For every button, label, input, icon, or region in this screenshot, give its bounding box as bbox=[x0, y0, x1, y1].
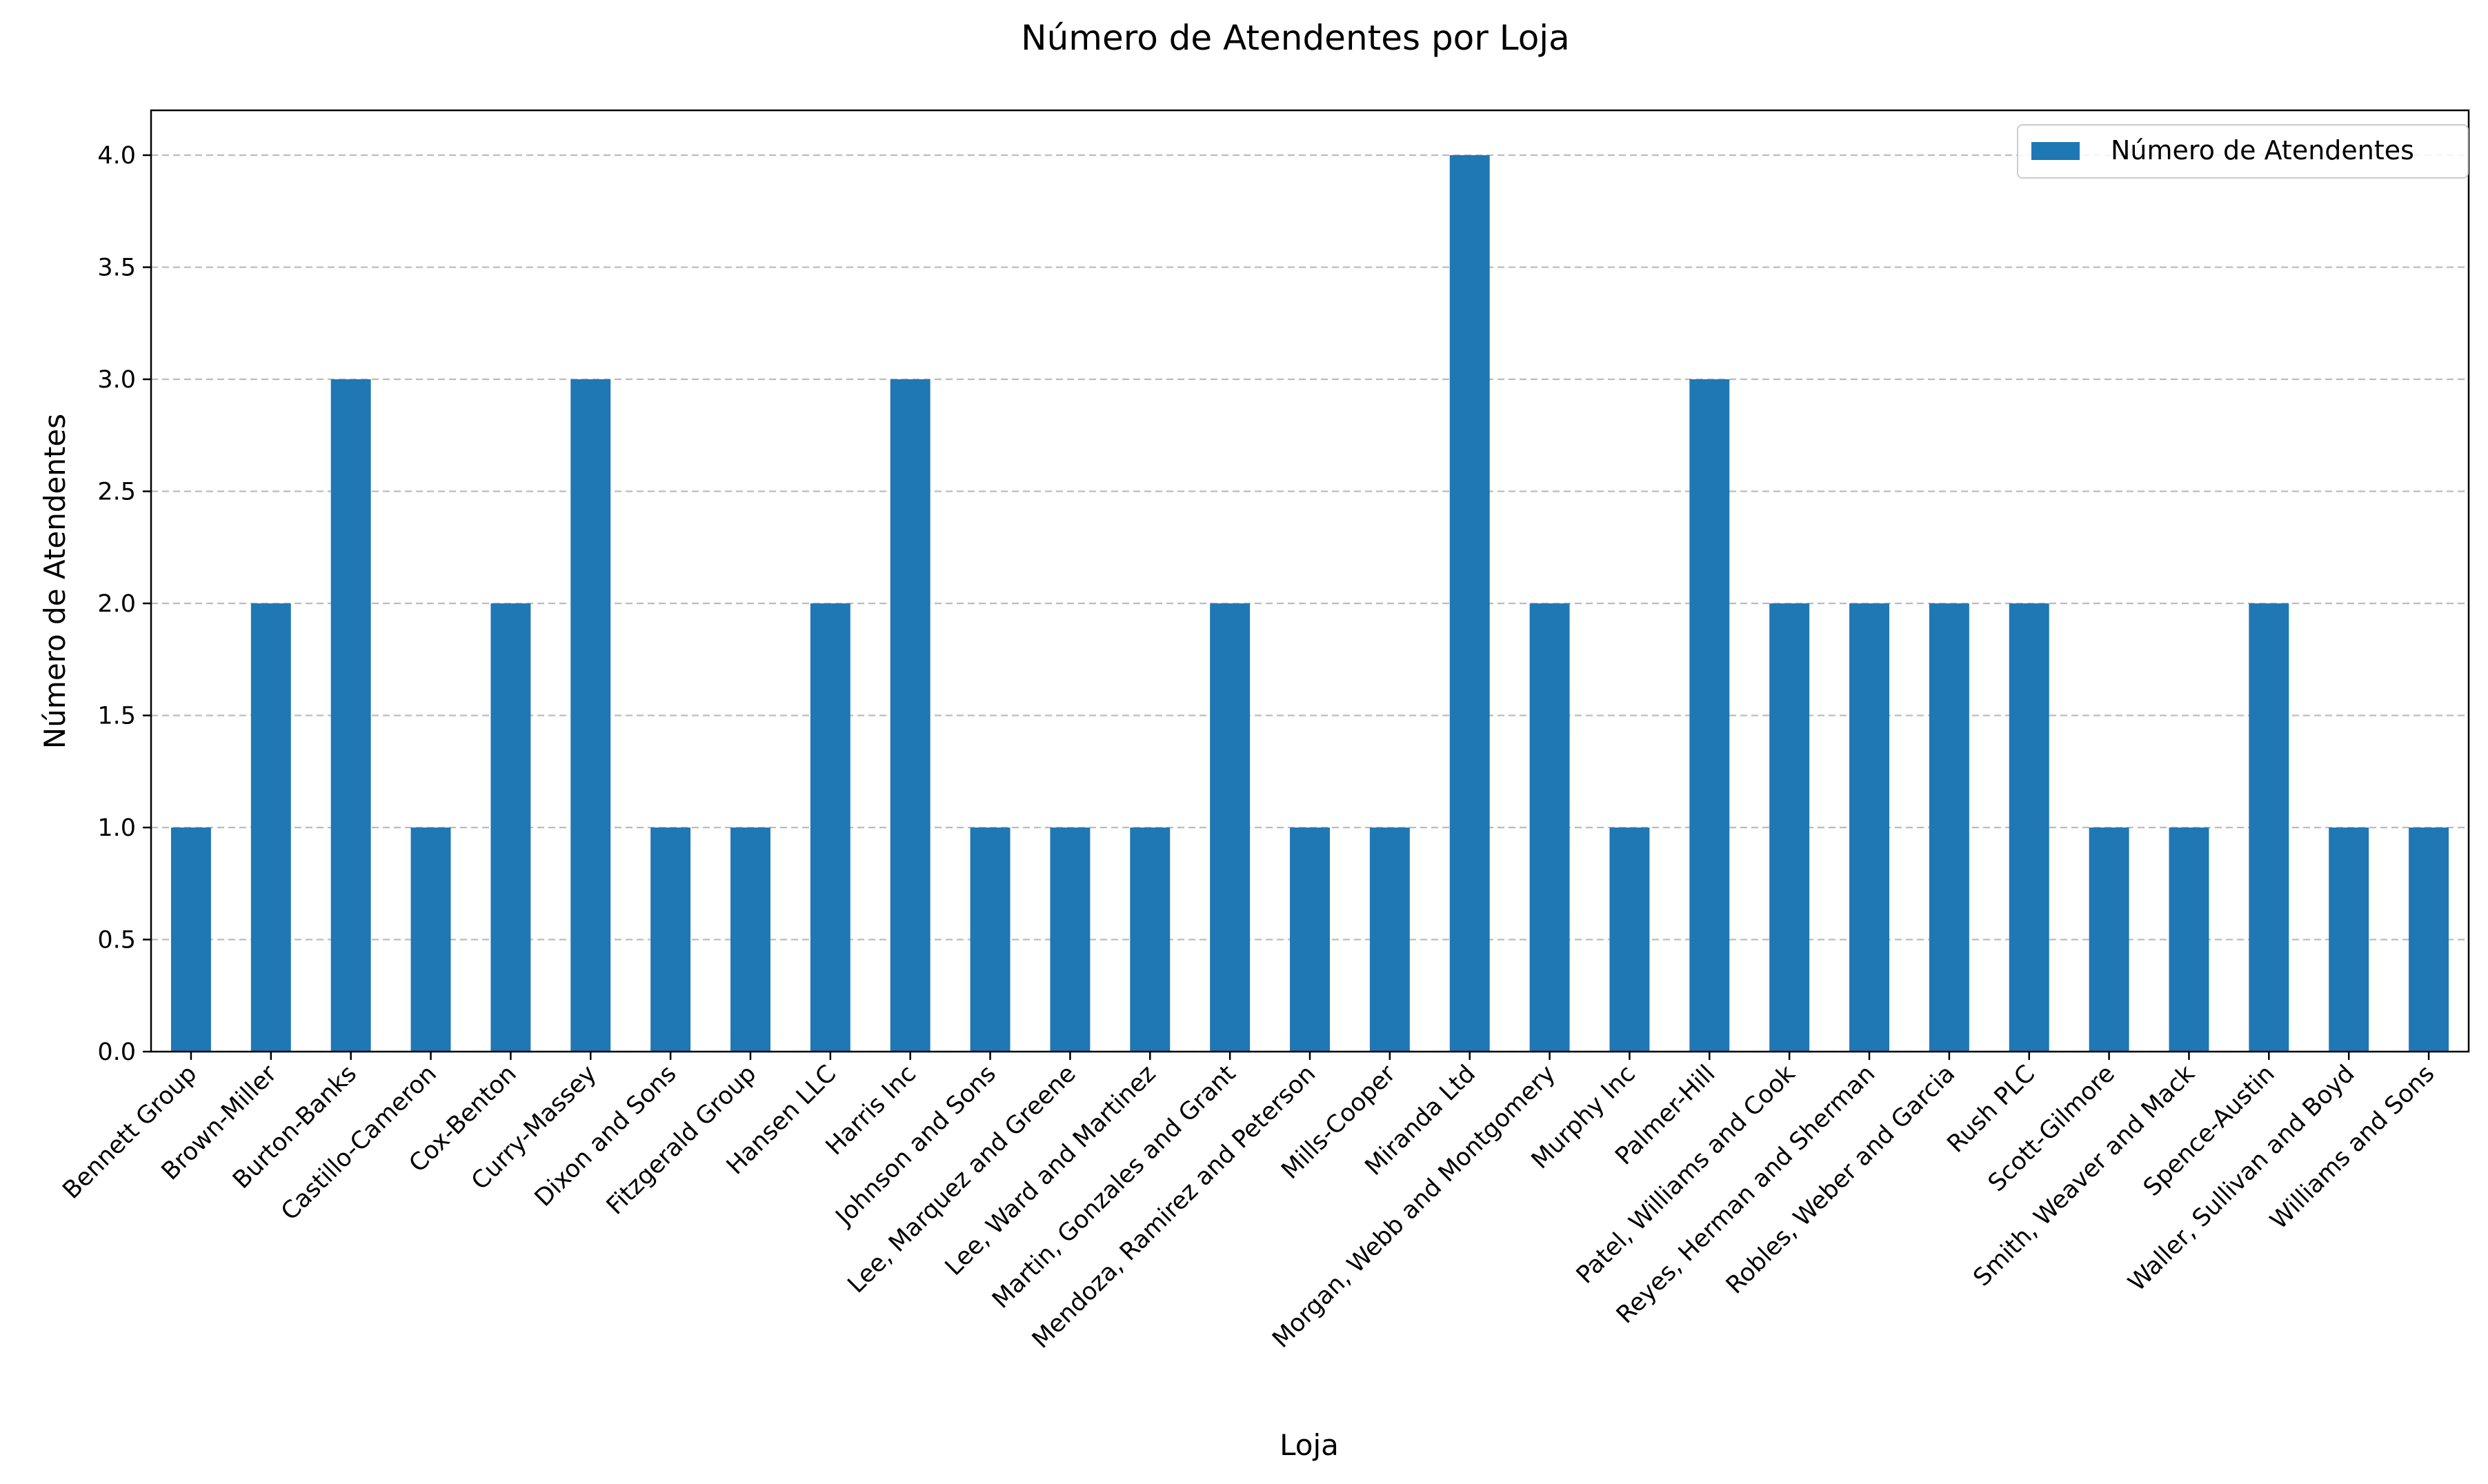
bar bbox=[1769, 603, 1810, 1052]
bar bbox=[490, 603, 531, 1052]
legend: Número de Atendentes bbox=[2017, 124, 2469, 179]
y-tick-label: 1.0 bbox=[97, 814, 136, 842]
bar bbox=[810, 603, 850, 1052]
legend-swatch bbox=[2031, 142, 2080, 160]
bar bbox=[650, 828, 691, 1052]
bar bbox=[2409, 828, 2449, 1052]
bar bbox=[970, 828, 1011, 1052]
bar bbox=[1130, 828, 1171, 1052]
bars bbox=[170, 155, 2449, 1052]
bar bbox=[1210, 603, 1251, 1052]
bar bbox=[570, 379, 611, 1052]
y-axis-ticks: 0.0 0.5 1.0 1.5 2.0 2.5 3.0 3.5 4.0 bbox=[97, 142, 151, 1066]
bar bbox=[1050, 828, 1091, 1052]
bar bbox=[2169, 828, 2209, 1052]
y-tick-label: 4.0 bbox=[97, 142, 136, 170]
legend-box bbox=[2017, 124, 2469, 179]
y-tick-label: 3.5 bbox=[97, 254, 136, 282]
bar bbox=[1290, 828, 1330, 1052]
bar bbox=[1529, 603, 1570, 1052]
y-tick-label: 0.5 bbox=[97, 927, 136, 954]
y-tick-label: 1.5 bbox=[97, 703, 136, 730]
bar bbox=[2329, 828, 2369, 1052]
bar bbox=[1849, 603, 1889, 1052]
bar bbox=[1369, 828, 1410, 1052]
bar bbox=[250, 603, 291, 1052]
bar bbox=[1609, 828, 1650, 1052]
bar bbox=[1689, 379, 1730, 1052]
bar bbox=[2009, 603, 2049, 1052]
x-axis-title: Loja bbox=[1280, 1428, 1339, 1462]
y-tick-label: 2.5 bbox=[97, 479, 136, 506]
bar bbox=[410, 828, 451, 1052]
bar bbox=[2089, 828, 2129, 1052]
chart-title: Número de Atendentes por Loja bbox=[1021, 18, 1570, 58]
bar bbox=[2249, 603, 2289, 1052]
y-tick-label: 2.0 bbox=[97, 590, 136, 618]
bar bbox=[1449, 155, 1490, 1052]
bar bbox=[890, 379, 930, 1052]
legend-label: Número de Atendentes bbox=[2111, 135, 2414, 166]
y-tick-label: 3.0 bbox=[97, 366, 136, 394]
bar bbox=[170, 828, 211, 1052]
bar bbox=[330, 379, 371, 1052]
y-axis-title: Número de Atendentes bbox=[38, 414, 72, 749]
y-tick-label: 0.0 bbox=[97, 1039, 136, 1066]
bar bbox=[730, 828, 770, 1052]
bar bbox=[1929, 603, 1969, 1052]
